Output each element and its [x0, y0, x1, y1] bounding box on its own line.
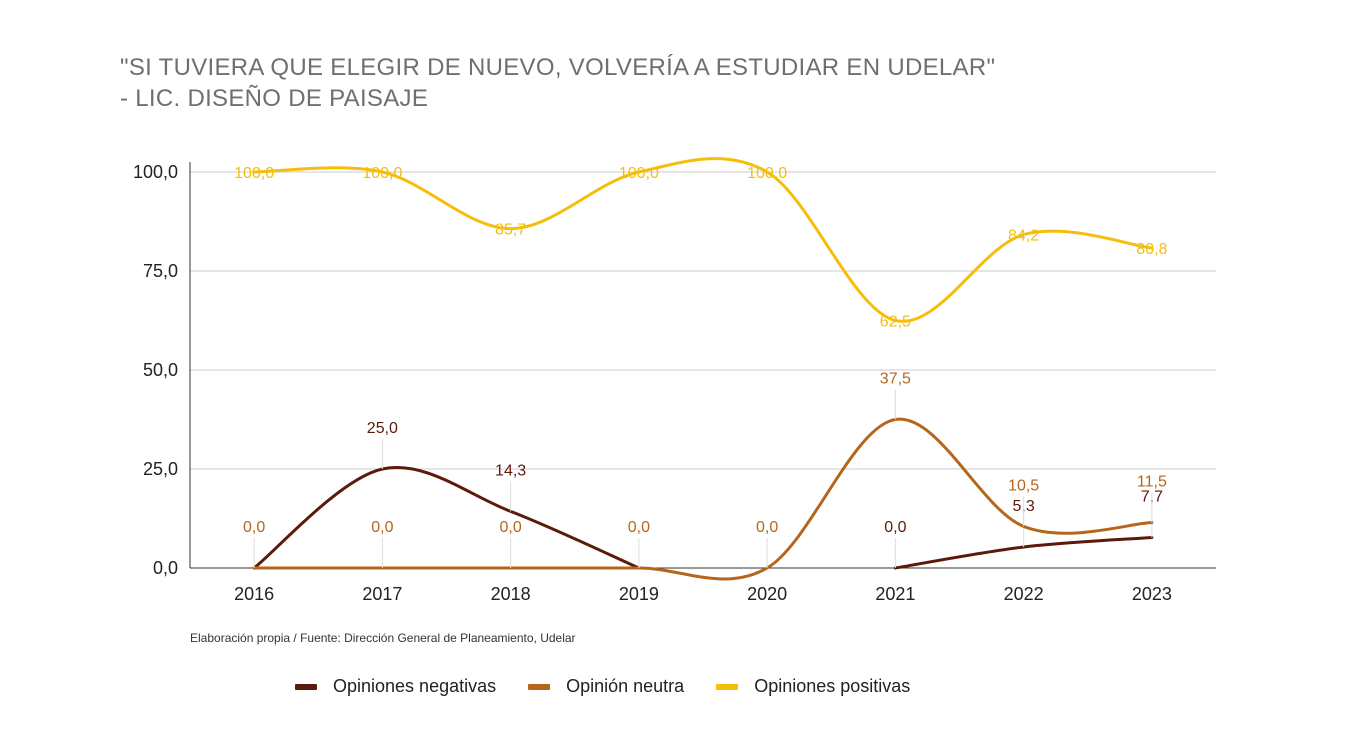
- data-label: 0,0: [884, 519, 906, 536]
- y-tick-label: 100,0: [133, 162, 178, 182]
- data-label: 0,0: [371, 519, 393, 536]
- data-label: 11,5: [1137, 473, 1167, 490]
- series-line-2: [252, 417, 1154, 581]
- y-tick-label: 75,0: [143, 261, 178, 281]
- data-label: 100,0: [234, 165, 274, 182]
- data-label: 100,0: [362, 165, 402, 182]
- legend-swatch: [716, 683, 739, 690]
- data-label: 0,0: [243, 519, 265, 536]
- x-tick-label: 2018: [491, 584, 531, 604]
- data-label: 10,5: [1008, 477, 1039, 494]
- legend-item: Opiniones negativas: [295, 676, 496, 697]
- series-line-3: [252, 157, 1154, 323]
- x-tick-label: 2022: [1004, 584, 1044, 604]
- data-label: 14,3: [495, 462, 526, 479]
- y-tick-label: 50,0: [143, 360, 178, 380]
- data-label: 100,0: [619, 165, 659, 182]
- data-label: 25,0: [367, 420, 398, 437]
- data-label: 84,2: [1008, 228, 1039, 245]
- legend-label: Opiniones positivas: [754, 676, 911, 696]
- data-label: 0,0: [628, 519, 650, 536]
- data-label: 62,5: [880, 314, 911, 331]
- x-tick-label: 2021: [875, 584, 915, 604]
- legend: Opiniones negativas Opinión neutra Opinion…: [295, 676, 942, 697]
- y-tick-label: 0,0: [153, 558, 178, 578]
- data-label: 0,0: [756, 519, 778, 536]
- source-note: Elaboración propia / Fuente: Dirección G…: [190, 631, 576, 645]
- data-label: 80,8: [1136, 241, 1167, 258]
- legend-swatch: [528, 683, 551, 690]
- x-tick-label: 2023: [1132, 584, 1172, 604]
- data-label: 100,0: [747, 165, 787, 182]
- chart-title-line-2: - LIC. DISEÑO DE PAISAJE: [120, 85, 429, 112]
- series-line-1: [252, 466, 641, 570]
- legend-label: Opinión neutra: [566, 676, 685, 696]
- chart-title: "SI TUVIERA QUE ELEGIR DE NUEVO, VOLVERÍ…: [120, 52, 995, 114]
- x-tick-label: 2019: [619, 584, 659, 604]
- x-tick-label: 2017: [362, 584, 402, 604]
- y-tick-label: 25,0: [143, 459, 178, 479]
- x-tick-label: 2020: [747, 584, 787, 604]
- data-label: 85,7: [495, 222, 526, 239]
- legend-label: Opiniones negativas: [333, 676, 497, 696]
- x-tick-label: 2016: [234, 584, 274, 604]
- legend-item: Opiniones positivas: [716, 676, 910, 697]
- data-label: 0,0: [500, 519, 522, 536]
- legend-swatch: [295, 683, 317, 690]
- line-chart: 0,0 25,0 50,0 75,0 100,0 2016 2017 2018 2019 2020…: [133, 157, 1216, 604]
- chart-title-line-1: "SI TUVIERA QUE ELEGIR DE NUEVO, VOLVERÍ…: [120, 54, 996, 81]
- legend-item: Opinión neutra: [528, 676, 684, 697]
- data-label: 37,5: [880, 371, 911, 388]
